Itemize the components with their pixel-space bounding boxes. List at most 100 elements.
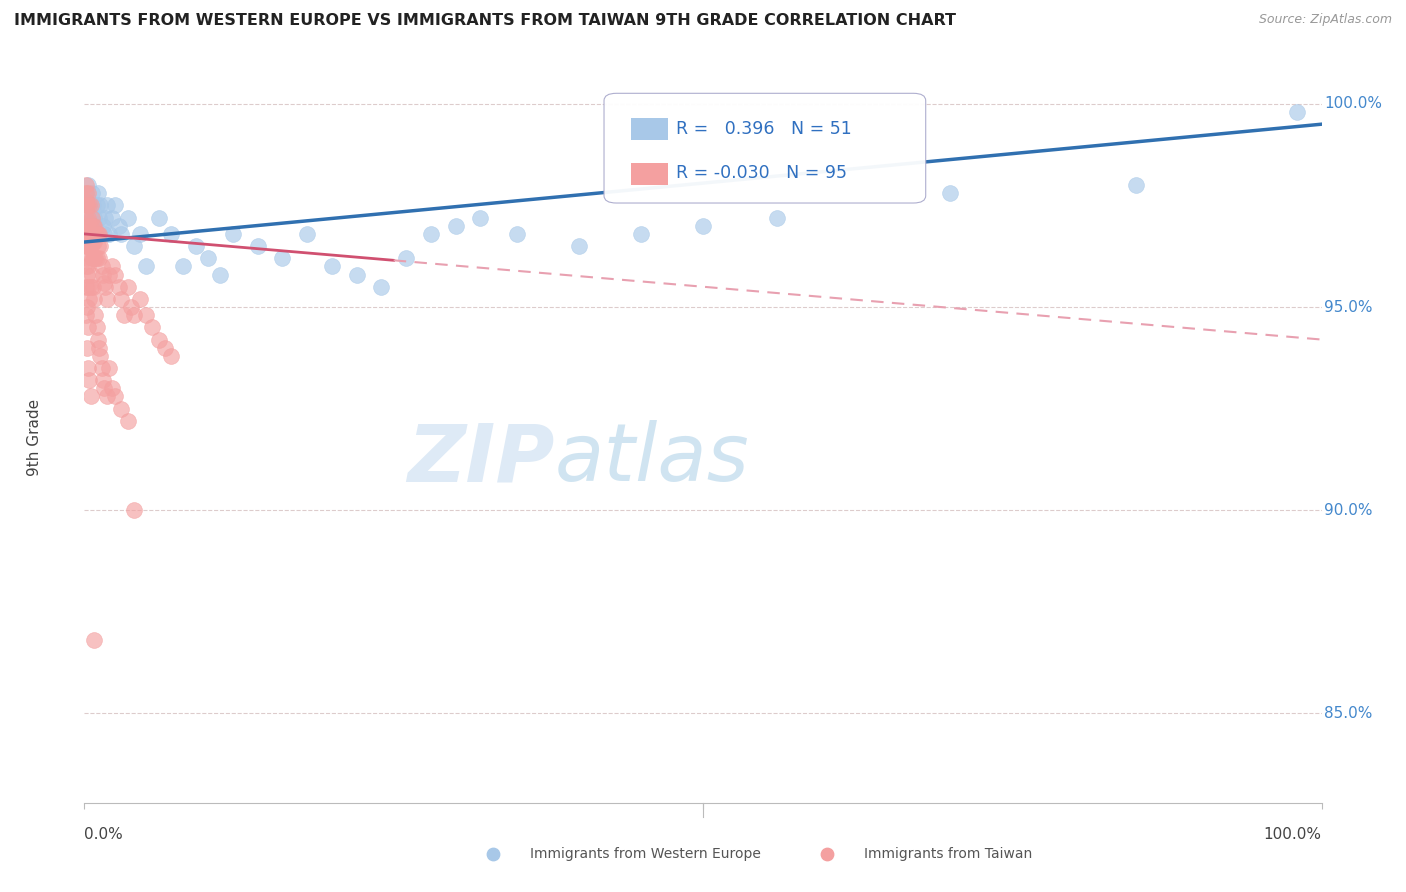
Point — [148, 211, 170, 225]
Point — [75, 308, 97, 322]
Point — [76, 198, 98, 212]
Point — [75, 186, 97, 201]
Point — [83, 235, 105, 249]
Point — [76, 341, 98, 355]
Point — [79, 198, 101, 212]
Point — [104, 389, 127, 403]
Point — [84, 308, 107, 322]
Point — [77, 178, 100, 193]
Point — [83, 252, 105, 266]
Point — [94, 211, 117, 225]
Point — [96, 292, 118, 306]
Point — [506, 227, 529, 241]
Point — [98, 361, 121, 376]
Point — [84, 252, 107, 266]
Point — [79, 239, 101, 253]
Point — [86, 198, 108, 212]
Point — [77, 186, 100, 201]
Point — [89, 349, 111, 363]
Point — [79, 389, 101, 403]
Point — [77, 361, 100, 376]
Point — [184, 239, 207, 253]
Point — [79, 219, 101, 233]
Point — [104, 268, 127, 282]
Point — [91, 373, 114, 387]
Point — [86, 252, 108, 266]
Point — [76, 300, 98, 314]
Text: 100.0%: 100.0% — [1264, 827, 1322, 842]
Point — [129, 292, 152, 306]
Point — [75, 194, 97, 209]
Point — [90, 361, 112, 376]
Point — [129, 227, 152, 241]
FancyBboxPatch shape — [605, 94, 925, 203]
Point — [80, 211, 103, 225]
Text: 95.0%: 95.0% — [1324, 300, 1372, 315]
Text: 9th Grade: 9th Grade — [27, 399, 42, 475]
Point — [79, 227, 101, 241]
Point — [79, 292, 101, 306]
Point — [89, 341, 111, 355]
Point — [77, 239, 100, 253]
Point — [80, 252, 103, 266]
Point — [98, 227, 121, 241]
Point — [79, 211, 101, 225]
Text: Immigrants from Western Europe: Immigrants from Western Europe — [530, 847, 761, 861]
Point — [89, 239, 111, 253]
Point — [79, 373, 101, 387]
FancyBboxPatch shape — [631, 119, 668, 140]
Point — [87, 239, 110, 253]
Point — [79, 239, 101, 253]
Point — [370, 279, 392, 293]
Point — [89, 252, 111, 266]
Point — [89, 211, 111, 225]
Text: R =   0.396   N = 51: R = 0.396 N = 51 — [676, 120, 852, 137]
Point — [108, 279, 131, 293]
Point — [160, 349, 183, 363]
Point — [222, 227, 245, 241]
Point — [87, 333, 110, 347]
Point — [77, 320, 100, 334]
Point — [93, 381, 115, 395]
Text: R = -0.030   N = 95: R = -0.030 N = 95 — [676, 164, 846, 182]
Point — [346, 268, 368, 282]
Point — [568, 239, 591, 253]
Point — [84, 227, 107, 241]
Point — [172, 260, 194, 274]
Point — [75, 211, 97, 225]
Point — [766, 211, 789, 225]
Point — [76, 219, 98, 233]
Point — [87, 227, 110, 241]
Point — [100, 211, 122, 225]
Point — [75, 260, 97, 274]
Point — [197, 252, 219, 266]
Point — [395, 252, 418, 266]
Point — [77, 260, 100, 274]
Text: 85.0%: 85.0% — [1324, 706, 1372, 721]
Text: 100.0%: 100.0% — [1324, 96, 1382, 112]
Point — [90, 260, 112, 274]
Point — [108, 219, 131, 233]
Text: Immigrants from Taiwan: Immigrants from Taiwan — [863, 847, 1032, 861]
Point — [76, 227, 98, 241]
Point — [93, 227, 115, 241]
Point — [148, 333, 170, 347]
Point — [246, 239, 269, 253]
Point — [141, 320, 163, 334]
Point — [76, 198, 98, 212]
Point — [104, 198, 127, 212]
Point — [120, 300, 142, 314]
Point — [79, 198, 101, 212]
Point — [91, 268, 114, 282]
Point — [82, 252, 104, 266]
Point — [83, 633, 105, 648]
Point — [117, 279, 139, 293]
Point — [77, 211, 100, 225]
Point — [76, 198, 98, 212]
Point — [122, 239, 145, 253]
Point — [98, 268, 121, 282]
Point — [82, 235, 104, 249]
Point — [86, 227, 108, 241]
Point — [79, 279, 101, 293]
Point — [1285, 105, 1308, 120]
